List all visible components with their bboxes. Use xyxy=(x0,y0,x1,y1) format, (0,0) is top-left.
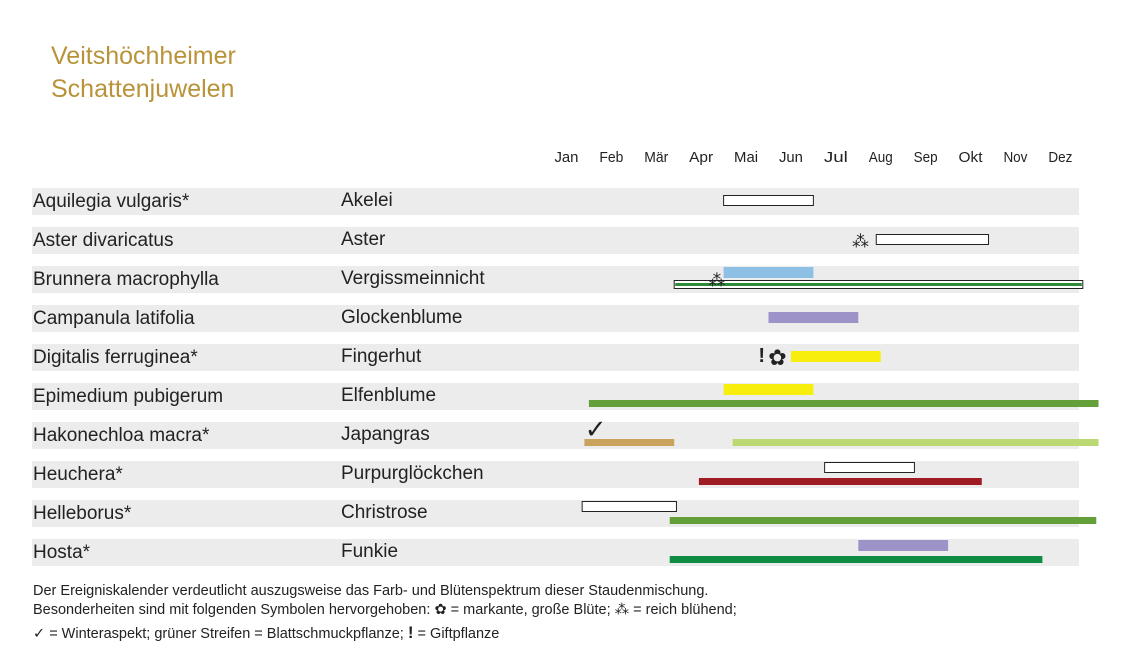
month-label: Jul xyxy=(824,149,848,166)
bloom-bar xyxy=(723,267,814,278)
bloom-bar xyxy=(875,234,990,245)
page-title: Veitshöchheimer Schattenjuwelen xyxy=(51,40,236,106)
bloom-bar xyxy=(790,351,881,362)
month-label: Jun xyxy=(779,149,803,166)
month-label: Sep xyxy=(914,149,938,166)
plant-common-name: Akelei xyxy=(341,190,393,211)
plant-common-name: Christrose xyxy=(341,502,428,523)
legend-grosse-bluete: = markante, große Blüte; xyxy=(450,602,611,618)
month-label: Aug xyxy=(869,149,893,166)
bloom-bar xyxy=(581,501,677,512)
plant-common-name: Purpurglöckchen xyxy=(341,463,484,484)
footer-prefix: Besonderheiten sind mit folgenden Symbol… xyxy=(33,602,431,618)
month-label: Apr xyxy=(689,149,713,166)
winteraspekt-icon: ✓ xyxy=(585,414,607,444)
row-background xyxy=(32,188,1079,215)
foliage-stripe xyxy=(584,439,675,446)
plant-latin-name: Helleborus* xyxy=(33,503,132,524)
bloom-bar xyxy=(723,195,814,206)
plant-latin-name: Aquilegia vulgaris* xyxy=(33,191,190,212)
month-label: Okt xyxy=(959,149,984,166)
plant-common-name: Japangras xyxy=(341,424,430,445)
foliage-stripe xyxy=(669,556,1043,563)
foliage-stripe xyxy=(675,283,1082,286)
bloom-bar xyxy=(858,540,949,551)
plant-latin-name: Hosta* xyxy=(33,542,91,563)
legend-winteraspekt: = Winteraspekt; xyxy=(49,626,151,642)
plant-common-name: Elfenblume xyxy=(341,385,436,406)
row-background xyxy=(32,305,1079,332)
plant-common-name: Aster xyxy=(341,229,386,250)
bloom-calendar-chart: Jan Feb Mär Apr Mai Jun Jul Aug Sep Okt Nov Dez Aqui… xyxy=(32,149,1099,566)
grosse-bluete-icon: ✿ xyxy=(768,345,786,370)
legend-giftpflanze: = Giftpflanze xyxy=(417,626,500,642)
reich-bluehend-icon: ⁂ xyxy=(614,602,630,618)
plant-common-name: Funkie xyxy=(341,541,398,562)
giftpflanze-icon: ! xyxy=(407,623,414,642)
plant-latin-name: Hakonechloa macra* xyxy=(33,425,210,446)
row-background xyxy=(32,344,1079,371)
footer-line-3: ✓ = Winteraspekt; grüner Streifen = Blat… xyxy=(33,623,737,644)
legend-reich-bluehend: = reich blühend; xyxy=(633,602,737,618)
page-title-line-2: Schattenjuwelen xyxy=(51,75,235,103)
plant-common-name: Fingerhut xyxy=(341,346,422,367)
page-title-line-1: Veitshöchheimer xyxy=(51,42,236,70)
legend-blattschmuck: grüner Streifen = Blattschmuckpflanze; xyxy=(154,626,404,642)
plant-latin-name: Digitalis ferruginea* xyxy=(33,347,198,368)
reich-bluehend-icon: ⁂ xyxy=(852,232,869,251)
foliage-stripe xyxy=(732,439,1099,446)
plant-latin-name: Aster divaricatus xyxy=(33,230,173,251)
footer-line-2: Besonderheiten sind mit folgenden Symbol… xyxy=(33,601,737,620)
month-label: Dez xyxy=(1048,149,1072,166)
month-label: Mai xyxy=(734,149,758,166)
grosse-bluete-icon: ✿ xyxy=(434,602,447,618)
plant-latin-name: Heuchera* xyxy=(33,464,123,485)
plant-latin-name: Epimedium pubigerum xyxy=(33,386,223,407)
plant-common-name: Vergissmeinnicht xyxy=(341,268,485,289)
month-label: Feb xyxy=(599,149,623,166)
month-label: Nov xyxy=(1003,149,1027,166)
footer-line-1: Der Ereigniskalender verdeutlicht auszug… xyxy=(33,583,709,599)
plant-latin-name: Brunnera macrophylla xyxy=(33,269,219,290)
plant-common-name: Glockenblume xyxy=(341,307,462,328)
giftpflanze-icon: ! xyxy=(758,345,765,367)
month-label: Jan xyxy=(554,149,578,166)
foliage-stripe xyxy=(669,517,1097,524)
bloom-bar xyxy=(723,384,814,395)
foliage-stripe xyxy=(698,478,982,485)
foliage-stripe xyxy=(588,400,1099,407)
bloom-bar xyxy=(768,312,859,323)
bloom-bar xyxy=(824,462,915,473)
reich-bluehend-icon: ⁂ xyxy=(708,271,725,290)
winteraspekt-icon: ✓ xyxy=(33,626,46,642)
plant-latin-name: Campanula latifolia xyxy=(33,308,195,329)
month-label: Mär xyxy=(644,149,668,166)
chart-footer: Der Ereigniskalender verdeutlicht auszug… xyxy=(33,582,737,644)
